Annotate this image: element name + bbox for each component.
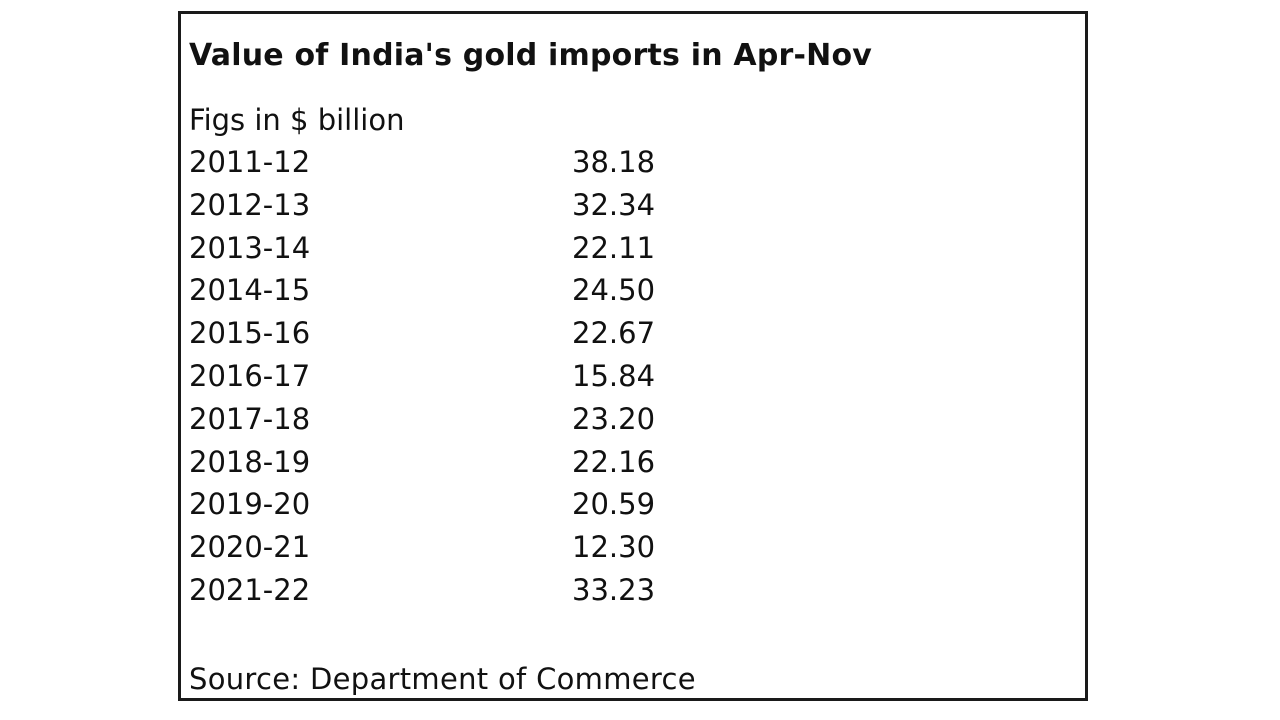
row-value: 23.20: [572, 401, 656, 436]
table-row: 2012-13 32.34: [189, 188, 789, 231]
table-row: 2013-14 22.11: [189, 231, 789, 274]
table-row: 2011-12 38.18: [189, 145, 789, 188]
table-row: 2020-21 12.30: [189, 530, 789, 573]
row-year: 2016-17: [189, 358, 311, 393]
table-row: 2015-16 22.67: [189, 316, 789, 359]
row-year: 2017-18: [189, 401, 311, 436]
table-row: 2016-17 15.84: [189, 359, 789, 402]
row-year: 2020-21: [189, 530, 311, 565]
row-year: 2018-19: [189, 444, 311, 479]
row-value: 33.23: [572, 572, 656, 607]
row-value: 32.34: [572, 187, 656, 222]
table-frame: Value of India's gold imports in Apr-Nov…: [178, 11, 1088, 701]
row-value: 38.18: [572, 145, 656, 179]
table-row: 2014-15 24.50: [189, 273, 789, 316]
row-year: 2014-15: [189, 273, 311, 308]
row-year: 2011-12: [189, 145, 311, 179]
row-value: 22.67: [572, 316, 656, 351]
row-year: 2012-13: [189, 187, 311, 222]
row-year: 2013-14: [189, 230, 311, 265]
source-note: Source: Department of Commerce: [189, 662, 696, 696]
row-value: 15.84: [572, 358, 656, 393]
row-value: 12.30: [572, 530, 656, 565]
row-year: 2015-16: [189, 316, 311, 351]
row-year: 2019-20: [189, 487, 311, 522]
row-value: 22.16: [572, 444, 656, 479]
table-row: 2018-19 22.16: [189, 445, 789, 488]
table-body: 2011-12 38.18 2012-13 32.34 2013-14 22.11 2014…: [189, 145, 789, 616]
row-value: 22.11: [572, 230, 656, 265]
table-row: 2021-22 33.23: [189, 573, 789, 616]
table-unit-note: Figs in $ billion: [189, 103, 405, 137]
row-value: 20.59: [572, 487, 656, 522]
table-row: 2019-20 20.59: [189, 487, 789, 530]
table-title: Value of India's gold imports in Apr-Nov: [189, 38, 873, 73]
table-row: 2017-18 23.20: [189, 402, 789, 445]
row-value: 24.50: [572, 273, 656, 308]
row-year: 2021-22: [189, 572, 311, 607]
